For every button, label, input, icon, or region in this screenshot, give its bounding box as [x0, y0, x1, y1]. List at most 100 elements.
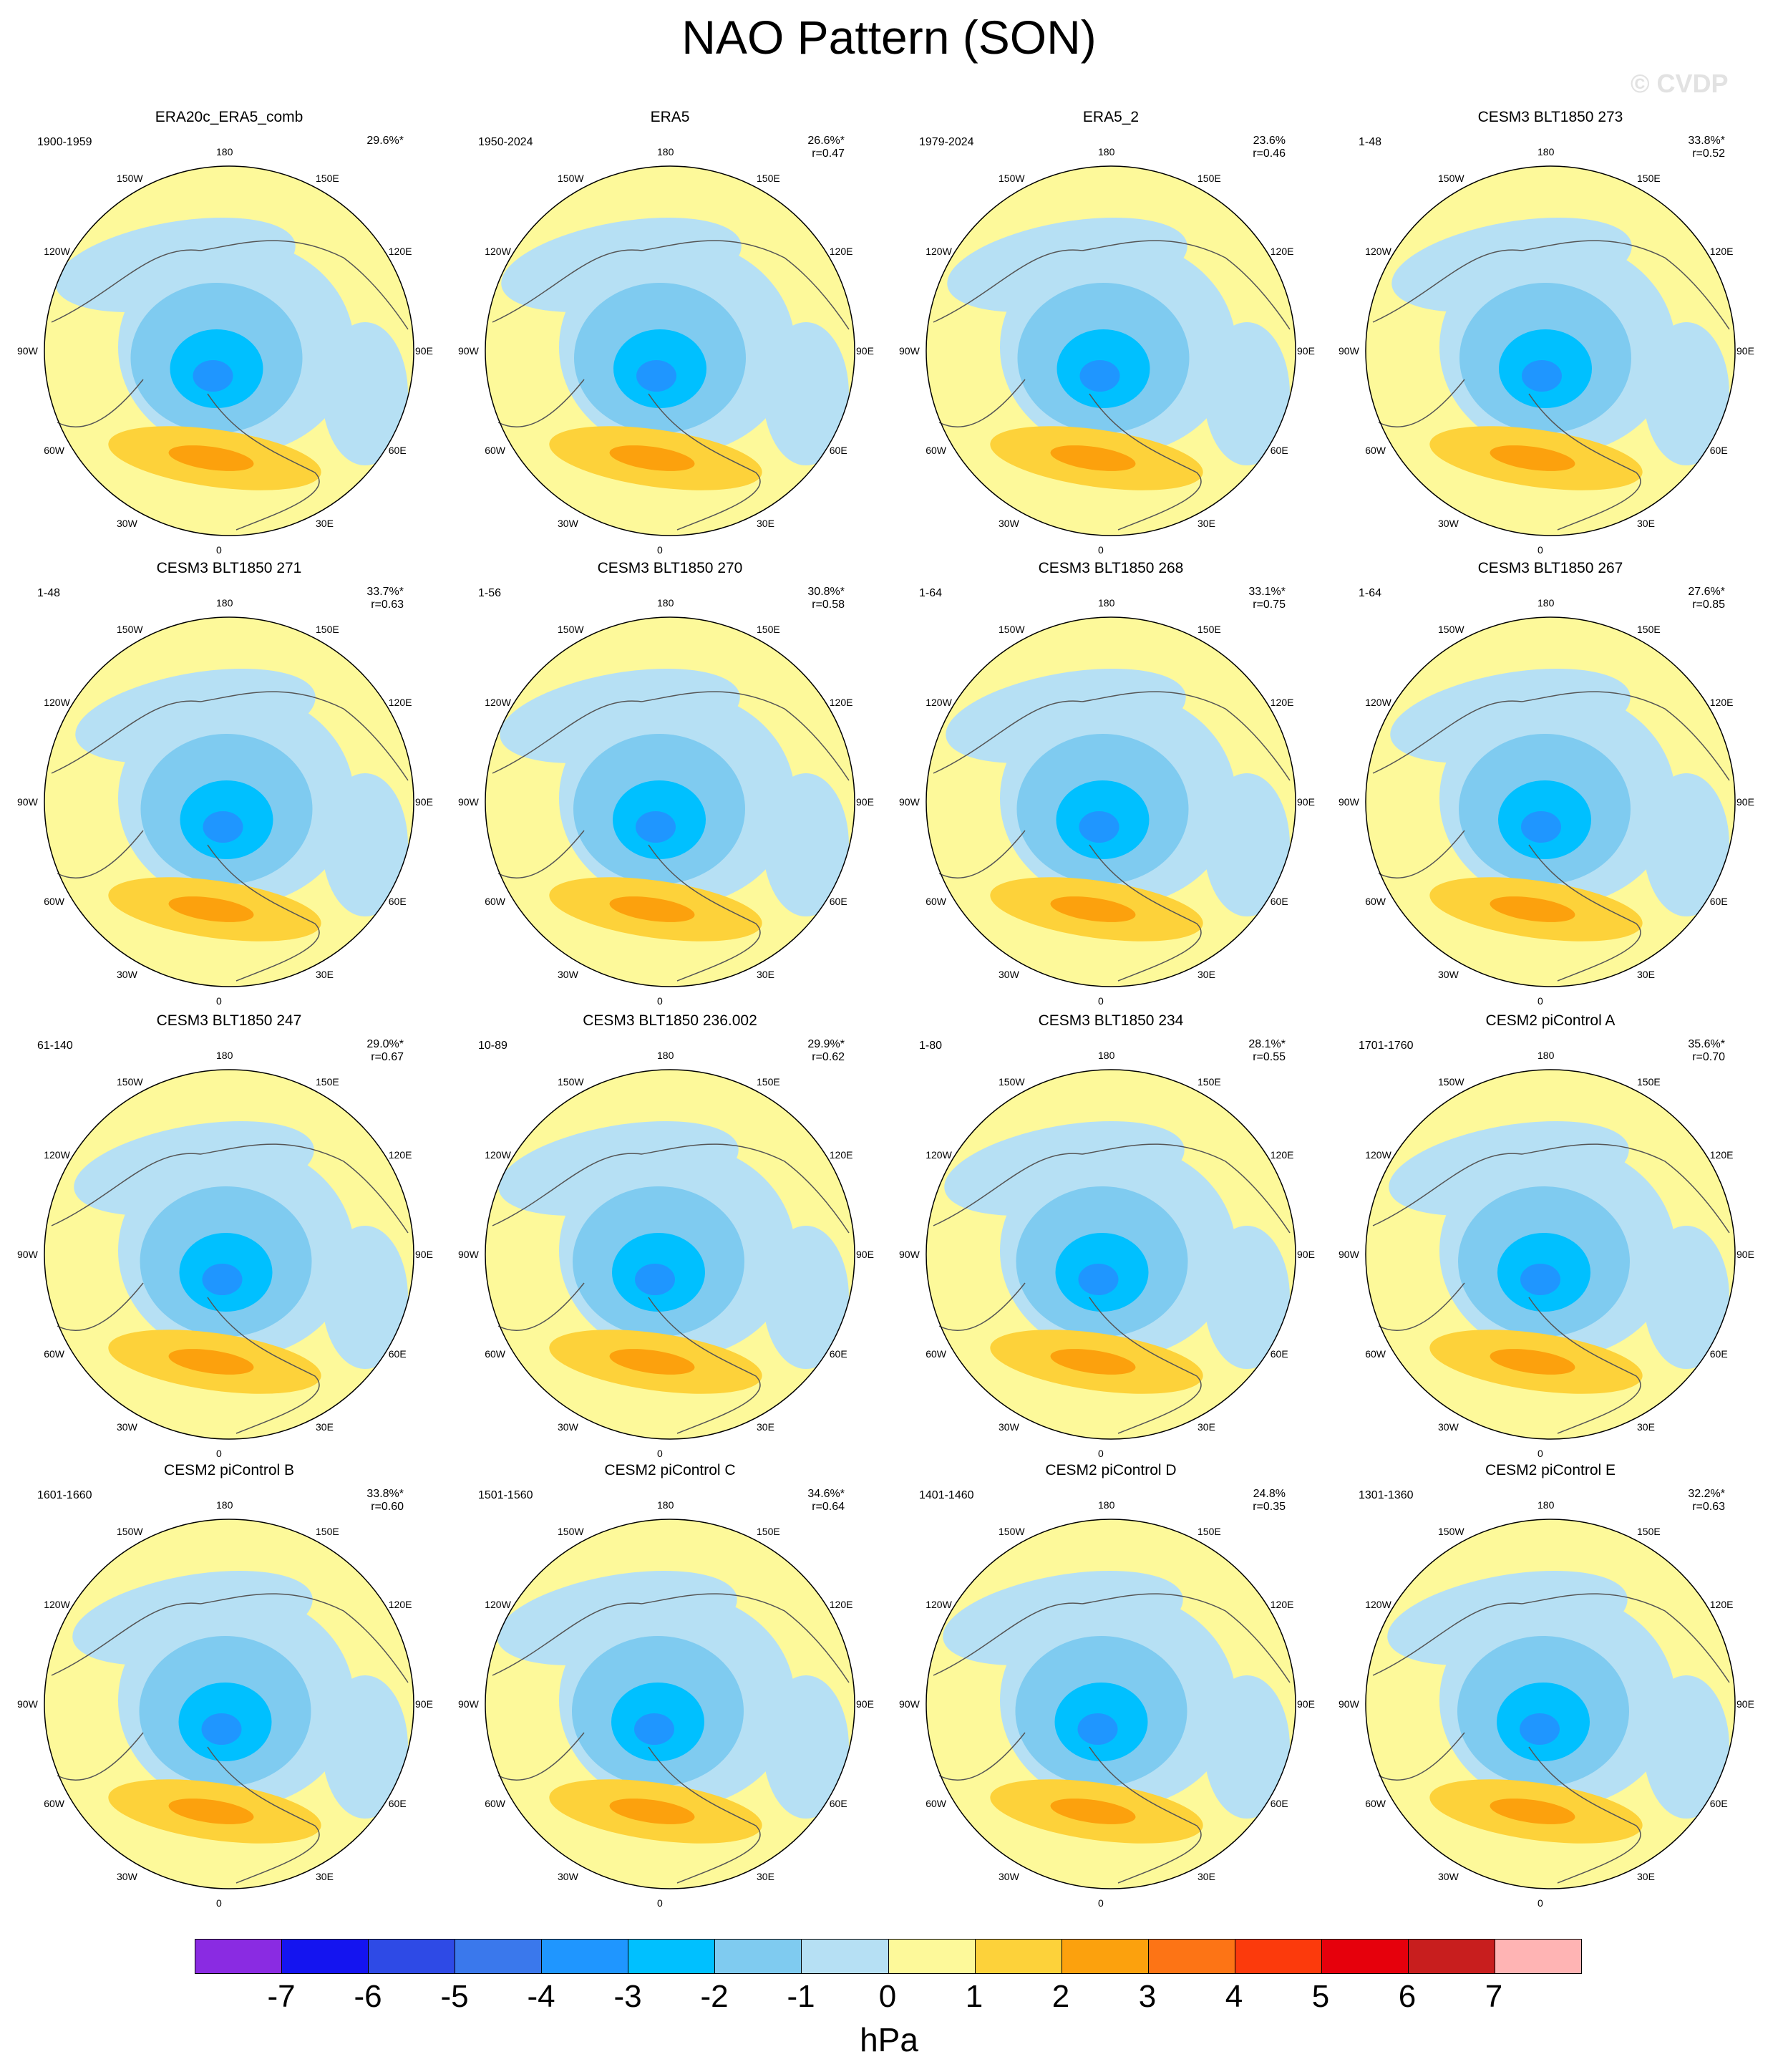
panel-years: 10-89: [478, 1040, 507, 1052]
panel-title: CESM3 BLT1850 268: [1038, 560, 1184, 576]
negative-anomaly-region: [203, 811, 243, 843]
colorbar-tick-label: 6: [1398, 1979, 1417, 2014]
longitude-label: 60W: [44, 1798, 65, 1809]
longitude-label: 60W: [926, 1798, 947, 1809]
longitude-label: 180: [657, 597, 674, 609]
colorbar-unit: hPa: [860, 2021, 918, 2058]
longitude-label: 150W: [117, 1076, 143, 1088]
panel-title: CESM2 piControl C: [604, 1462, 736, 1478]
longitude-label: 60E: [1270, 896, 1288, 907]
longitude-label: 90E: [1297, 345, 1315, 357]
longitude-label: 30W: [1438, 968, 1459, 980]
longitude-label: 180: [1537, 1499, 1555, 1511]
longitude-label: 30W: [999, 1420, 1019, 1433]
longitude-label: 30E: [757, 968, 774, 980]
map-border: [1365, 616, 1736, 987]
panel-title: CESM3 BLT1850 236.002: [583, 1012, 757, 1029]
colorbar-swatch: [1408, 1940, 1495, 1973]
longitude-label: 120W: [485, 246, 511, 257]
longitude-label: 90W: [899, 345, 920, 357]
longitude-label: 120E: [1270, 246, 1294, 257]
negative-anomaly-region: [763, 773, 849, 916]
longitude-label: 90W: [17, 1249, 38, 1260]
positive-anomaly-region: [609, 1349, 695, 1375]
longitude-label: 150W: [999, 1076, 1025, 1088]
longitude-label: 60E: [388, 445, 407, 456]
coastline: [1372, 1143, 1730, 1434]
polar-map: [1365, 1069, 1736, 1440]
longitude-label: 60W: [926, 445, 947, 456]
longitude-label: 60W: [926, 1348, 947, 1360]
panel-title: ERA5: [650, 109, 690, 125]
longitude-label: 120E: [829, 1599, 853, 1610]
longitude-label: 60W: [485, 1798, 506, 1809]
colorbar-swatch: [542, 1940, 629, 1973]
coastline: [51, 1593, 409, 1884]
panel-pattern-correlation: r=0.58: [812, 599, 845, 611]
longitude-label: 90E: [415, 1249, 433, 1260]
negative-anomaly-region: [193, 360, 233, 392]
panel-variance-pct: 26.6%*: [807, 135, 845, 147]
longitude-label: 30E: [316, 1420, 334, 1433]
panel-variance-pct: 33.8%*: [366, 1488, 404, 1500]
panel-variance-pct: 24.8%: [1253, 1488, 1286, 1500]
longitude-label: 150E: [757, 624, 780, 636]
polar-map: [1365, 616, 1736, 987]
polar-map: [926, 165, 1296, 536]
colorbar-tick-label: -5: [440, 1979, 469, 2014]
panel-variance-pct: 28.1%*: [1248, 1038, 1286, 1050]
panel-variance-pct: 33.7%*: [366, 586, 404, 598]
longitude-label: 30W: [558, 1420, 578, 1433]
longitude-label: 150W: [117, 173, 143, 185]
coastline: [933, 691, 1291, 982]
negative-anomaly-region: [322, 1675, 408, 1819]
longitude-label: 30E: [757, 1870, 774, 1882]
panel-title: CESM3 BLT1850 273: [1477, 109, 1623, 125]
longitude-label: 0: [1537, 995, 1543, 1007]
longitude-label: 30W: [999, 517, 1019, 529]
longitude-label: 180: [657, 1499, 674, 1511]
coastline: [492, 240, 850, 531]
positive-anomaly-region: [609, 896, 695, 922]
longitude-label: 150E: [1198, 624, 1221, 636]
longitude-label: 30W: [117, 517, 137, 529]
longitude-label: 180: [1537, 146, 1555, 158]
longitude-label: 30W: [117, 1870, 137, 1882]
longitude-label: 60W: [1365, 1348, 1386, 1360]
panel-title: CESM3 BLT1850 234: [1038, 1012, 1184, 1029]
longitude-label: 90E: [1736, 1698, 1754, 1710]
panel-pattern-correlation: r=0.75: [1253, 599, 1286, 611]
longitude-label: 30W: [999, 968, 1019, 980]
longitude-label: 0: [1537, 544, 1543, 556]
longitude-label: 180: [1098, 1050, 1115, 1061]
longitude-label: 30E: [1198, 517, 1215, 529]
chart-title: NAO Pattern (SON): [681, 11, 1097, 64]
coastline: [51, 1143, 409, 1434]
longitude-label: 60E: [829, 1348, 847, 1360]
colorbar-swatch: [975, 1940, 1062, 1973]
negative-anomaly-region: [1520, 1264, 1560, 1295]
colorbar-tick-label: 7: [1485, 1979, 1503, 2014]
colorbar-tick-label: 5: [1311, 1979, 1330, 2014]
longitude-label: 150E: [1637, 1526, 1661, 1538]
panel-years: 1-64: [1359, 587, 1382, 599]
longitude-label: 90W: [17, 1698, 38, 1710]
longitude-label: 120E: [829, 1149, 853, 1161]
polar-map: [44, 616, 414, 987]
longitude-label: 30E: [1637, 517, 1655, 529]
colorbar-tick-label: -7: [267, 1979, 296, 2014]
coastline: [1372, 1593, 1730, 1884]
map-border: [1365, 1069, 1736, 1440]
longitude-label: 180: [657, 146, 674, 158]
panel-years: 1501-1560: [478, 1489, 533, 1501]
longitude-label: 120W: [44, 246, 70, 257]
negative-anomaly-region: [202, 1264, 243, 1295]
polar-map: [926, 1519, 1296, 1889]
longitude-label: 180: [216, 146, 233, 158]
positive-anomaly-region: [168, 896, 254, 922]
panel-pattern-correlation: r=0.47: [812, 147, 845, 160]
longitude-label: 30W: [1438, 1420, 1459, 1433]
negative-anomaly-region: [1204, 773, 1290, 916]
negative-anomaly-region: [1643, 1226, 1729, 1369]
longitude-label: 0: [216, 544, 222, 556]
